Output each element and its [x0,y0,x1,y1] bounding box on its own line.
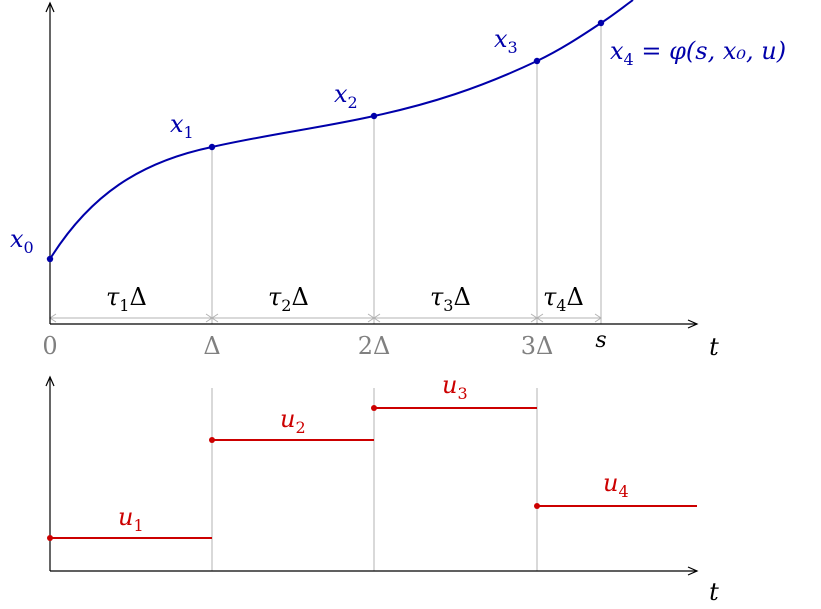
control-start-u4 [534,503,540,509]
interval-label-1: τ1Δ [106,283,147,315]
tick-label-3delta: 3Δ [521,332,554,360]
guide-lines-bottom [211,388,538,571]
point-x3 [533,57,541,65]
point-x2 [370,112,378,120]
label-x1: x1 [170,110,194,142]
trajectory-curve [49,0,634,260]
label-x2: x2 [334,80,358,112]
tick-label-s: s [595,328,606,353]
bottom-plot: u1 u2 u3 u4 t [45,371,719,606]
interval-dimension-line [49,313,602,323]
control-start-u1 [47,535,53,541]
bottom-axis-label-t: t [709,578,719,606]
label-u4: u4 [603,469,629,501]
interval-label-3: τ3Δ [430,283,471,315]
point-x1 [208,143,216,151]
interval-label-2: τ2Δ [268,283,309,315]
label-x0: x0 [10,225,34,257]
guide-lines-top [211,23,602,324]
label-u1: u1 [118,503,144,535]
label-x4: x4 = φ(s, x₀, u) [610,37,786,69]
label-u2: u2 [280,405,306,437]
control-start-u3 [371,405,377,411]
label-u3: u3 [442,371,468,403]
tick-label-2delta: 2Δ [358,332,391,360]
tick-label-0: 0 [42,332,57,360]
top-plot: x0 x1 x2 x3 x4 = φ(s, x₀, u) τ1Δ τ2Δ τ3Δ… [10,0,786,361]
tick-label-delta: Δ [203,332,220,360]
control-start-u2 [209,437,215,443]
top-axis-label-t: t [709,333,719,361]
point-x0 [46,255,54,263]
label-x3: x3 [494,25,518,57]
point-x4 [597,19,605,27]
interval-label-4: τ4Δ [543,283,584,315]
